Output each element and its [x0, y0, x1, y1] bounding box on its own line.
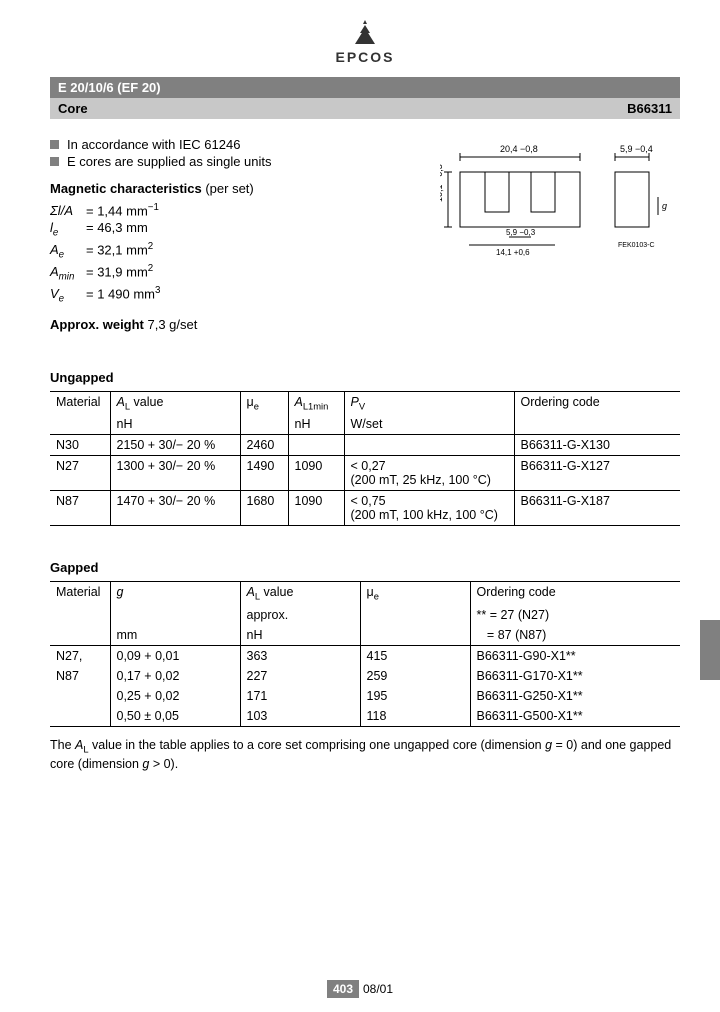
table-row: N27,0,09 + 0,01363415B66311-G90-X1**: [50, 645, 680, 666]
mag-amin: Amin= 31,9 mm2: [50, 263, 424, 283]
part-number: B66311: [627, 101, 672, 116]
epcos-logo-icon: [351, 20, 379, 44]
col-al: AL value: [110, 391, 240, 414]
col-pv: PV: [344, 391, 514, 414]
gapped-heading: Gapped: [50, 560, 680, 575]
dim-g: g: [662, 201, 667, 211]
weight-line: Approx. weight 7,3 g/set: [50, 317, 424, 332]
dim-inner: 5,9 −0,3: [506, 228, 536, 237]
side-tab: [700, 620, 720, 680]
table-row: N271300 + 30/− 20 %14901090< 0,27(200 mT…: [50, 456, 680, 491]
col-al1min: AL1min: [288, 391, 344, 414]
subtitle-left: Core: [58, 101, 88, 116]
dim-h: 10,1 −0,3: [440, 164, 444, 202]
table-row: 0,50 ± 0,05103118B66311-G500-X1**: [50, 706, 680, 727]
bullet-item: E cores are supplied as single units: [50, 154, 424, 169]
bullet-text: In accordance with IEC 61246: [67, 137, 240, 152]
ungapped-table: Material AL value μe AL1min PV Ordering …: [50, 391, 680, 527]
gapped-table: Material g AL value μe Ordering code app…: [50, 581, 680, 727]
col-mue: μe: [240, 391, 288, 414]
dim-w: 20,4 −0,8: [500, 144, 538, 154]
dim-base: 14,1 +0,6: [496, 248, 530, 257]
core-diagram: 20,4 −0,8 10,1 −0,3 5,9 −0,3 14,1 +0,6 5…: [440, 137, 680, 267]
bullet-text: E cores are supplied as single units: [67, 154, 272, 169]
table-row: N302150 + 30/− 20 %2460B66311-G-X130: [50, 435, 680, 456]
col-material: Material: [50, 391, 110, 414]
page-number: 403: [327, 980, 359, 998]
bullet-icon: [50, 157, 59, 166]
logo: EPCOS: [50, 20, 680, 65]
page-date: 08/01: [363, 982, 393, 996]
diagram-ref: FEK0103-C: [618, 242, 655, 249]
col-order: Ordering code: [514, 391, 680, 414]
table-row: N871470 + 30/− 20 %16801090< 0,75(200 mT…: [50, 491, 680, 526]
mag-le: le= 46,3 mm: [50, 220, 424, 239]
bullet-icon: [50, 140, 59, 149]
footnote: The AL value in the table applies to a c…: [50, 737, 680, 774]
bullet-item: In accordance with IEC 61246: [50, 137, 424, 152]
table-row: N870,17 + 0,02227259B66311-G170-X1**: [50, 666, 680, 686]
dim-side: 5,9 −0,4: [620, 144, 653, 154]
mag-ve: Ve= 1 490 mm3: [50, 285, 424, 305]
subtitle-bar: Core B66311: [50, 98, 680, 119]
table-row: 0,25 + 0,02171195B66311-G250-X1**: [50, 686, 680, 706]
mag-sigma: Σl/A= 1,44 mm−1: [50, 202, 424, 218]
page-footer: 403 08/01: [0, 980, 720, 998]
ungapped-heading: Ungapped: [50, 370, 680, 385]
mag-ae: Ae= 32,1 mm2: [50, 241, 424, 261]
mag-heading: Magnetic characteristics (per set): [50, 181, 424, 196]
brand-name: EPCOS: [50, 49, 680, 65]
title-bar: E 20/10/6 (EF 20): [50, 77, 680, 98]
